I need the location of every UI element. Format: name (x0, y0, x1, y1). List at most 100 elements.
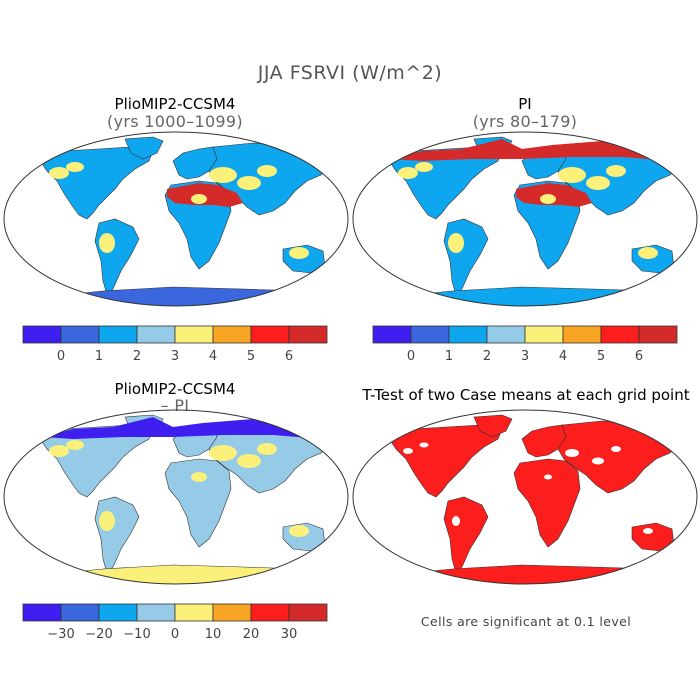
figure-title: JJA FSRVI (W/m^2) (257, 62, 443, 84)
panel1-subtitle: (yrs 1000–1099) (107, 112, 243, 131)
continent-sa (94, 218, 140, 296)
colorbar-swatch (410, 325, 450, 344)
panel4-title: T-Test of two Case means at each grid po… (362, 386, 690, 404)
arctic-region (392, 139, 680, 161)
value-patch (209, 167, 237, 183)
value-patch (415, 162, 433, 172)
value-patch (638, 247, 658, 259)
value-patch (66, 440, 84, 450)
colorbar-label: 4 (209, 349, 217, 364)
colorbar-label: −20 (85, 627, 112, 642)
continent-na (38, 146, 154, 220)
colorbar-swatch (98, 325, 138, 344)
desert-region (167, 183, 243, 207)
colorbar-swatch (250, 325, 290, 344)
significance-note: Cells are significant at 0.1 level (420, 614, 632, 629)
colorbar-label: 6 (635, 349, 643, 364)
continent-na (387, 424, 503, 498)
value-patch (448, 233, 464, 253)
map-panel-3 (3, 409, 349, 585)
continent-gl (473, 414, 513, 438)
colorbar-label: 3 (521, 349, 529, 364)
colorbar-label: −10 (123, 627, 150, 642)
colorbar-label: 1 (445, 349, 453, 364)
colorbar-label: 3 (171, 349, 179, 364)
value-patch (558, 167, 586, 183)
colorbar-2: 0 1 2 3 4 5 6 (372, 325, 678, 364)
colorbar-label: 0 (407, 349, 415, 364)
colorbar-swatch (174, 325, 214, 344)
colorbar-swatch (486, 325, 526, 344)
continent-af (164, 458, 232, 548)
colorbar-swatch (638, 325, 678, 344)
value-patch (99, 511, 115, 531)
colorbar-label: 1 (95, 349, 103, 364)
panel2-title: PI (518, 95, 532, 113)
colorbar-label: 0 (171, 627, 179, 642)
desert-region (516, 183, 592, 207)
colorbar-swatch (562, 325, 602, 344)
value-patch (544, 474, 552, 480)
value-patch (540, 194, 556, 204)
value-patch (49, 445, 69, 457)
value-patch (419, 442, 429, 448)
colorbar-swatch (136, 325, 176, 344)
value-patch (99, 233, 115, 253)
colorbar-swatch (22, 603, 62, 622)
colorbar-label: 4 (559, 349, 567, 364)
value-patch (237, 176, 261, 190)
colorbar-swatch (212, 603, 252, 622)
colorbar-swatch (600, 325, 640, 344)
value-patch (191, 194, 207, 204)
value-patch (403, 448, 413, 454)
value-patch (289, 247, 309, 259)
map-panel-2 (352, 131, 698, 307)
panel3-title: PlioMIP2-CCSM4 (114, 380, 236, 398)
value-patch (257, 443, 277, 455)
panel1-title: PlioMIP2-CCSM4 (114, 95, 236, 113)
value-patch (643, 528, 653, 534)
colorbar-swatch (524, 325, 564, 344)
colorbar-label: 6 (285, 349, 293, 364)
panel2-subtitle: (yrs 80–179) (472, 112, 578, 131)
colorbar-swatch (250, 603, 290, 622)
continent-sa (94, 496, 140, 574)
colorbar-label: 5 (597, 349, 605, 364)
value-patch (257, 165, 277, 177)
value-patch (237, 454, 261, 468)
colorbar-swatch (372, 325, 412, 344)
value-patch (586, 176, 610, 190)
map-panel-4 (352, 409, 698, 585)
value-patch (209, 445, 237, 461)
colorbar-swatch (60, 325, 100, 344)
value-patch (66, 162, 84, 172)
colorbar-3: −30 −20 −10 0 10 20 30 (22, 603, 328, 642)
colorbar-swatch (22, 325, 62, 344)
value-patch (289, 525, 309, 537)
value-patch (565, 449, 579, 457)
value-patch (398, 167, 418, 179)
colorbar-label: 20 (243, 627, 260, 642)
continent-au (631, 522, 675, 552)
colorbar-swatch (60, 603, 100, 622)
colorbar-label: 2 (133, 349, 141, 364)
value-patch (611, 446, 621, 452)
value-patch (49, 167, 69, 179)
colorbar-label: −30 (47, 627, 74, 642)
colorbar-swatch (174, 603, 214, 622)
colorbar-1: 0 1 2 3 4 5 6 (22, 325, 328, 364)
colorbar-swatch (136, 603, 176, 622)
value-patch (592, 457, 604, 465)
colorbar-label: 30 (281, 627, 298, 642)
colorbar-label: 0 (57, 349, 65, 364)
map-panel-1 (3, 131, 349, 307)
colorbar-swatch (448, 325, 488, 344)
value-patch (452, 516, 460, 526)
colorbar-label: 5 (247, 349, 255, 364)
colorbar-label: 2 (483, 349, 491, 364)
continent-sa (443, 496, 489, 574)
colorbar-label: 10 (205, 627, 222, 642)
continent-gl (124, 136, 164, 160)
arctic-region (43, 417, 331, 439)
value-patch (606, 165, 626, 177)
